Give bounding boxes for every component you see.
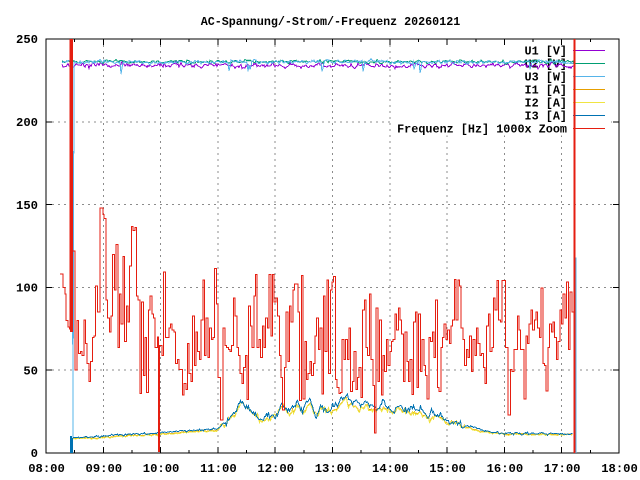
svg-text:10:00: 10:00 (143, 462, 180, 476)
svg-text:12:00: 12:00 (257, 462, 294, 476)
svg-text:U1 [V]: U1 [V] (525, 44, 567, 58)
svg-text:AC-Spannung/-Strom/-Frequenz 2: AC-Spannung/-Strom/-Frequenz 20260121 (201, 15, 461, 29)
svg-text:17:00: 17:00 (544, 462, 581, 476)
svg-text:16:00: 16:00 (487, 462, 524, 476)
svg-text:200: 200 (16, 116, 38, 130)
svg-text:250: 250 (16, 33, 38, 47)
svg-text:50: 50 (23, 364, 38, 378)
svg-text:09:00: 09:00 (86, 462, 123, 476)
svg-text:I2 [A]: I2 [A] (525, 96, 567, 110)
svg-text:11:00: 11:00 (200, 462, 237, 476)
svg-text:08:00: 08:00 (28, 462, 65, 476)
svg-text:I3 [A]: I3 [A] (525, 109, 567, 123)
svg-text:15:00: 15:00 (429, 462, 466, 476)
svg-text:14:00: 14:00 (372, 462, 409, 476)
svg-text:I1 [A]: I1 [A] (525, 83, 567, 97)
svg-text:13:00: 13:00 (315, 462, 352, 476)
svg-text:100: 100 (16, 282, 38, 296)
svg-text:U3 [W]: U3 [W] (525, 70, 567, 84)
svg-text:150: 150 (16, 199, 38, 213)
svg-text:Frequenz [Hz] 1000x Zoom: Frequenz [Hz] 1000x Zoom (397, 122, 567, 136)
svg-text:0: 0 (31, 447, 38, 461)
svg-text:18:00: 18:00 (601, 462, 638, 476)
